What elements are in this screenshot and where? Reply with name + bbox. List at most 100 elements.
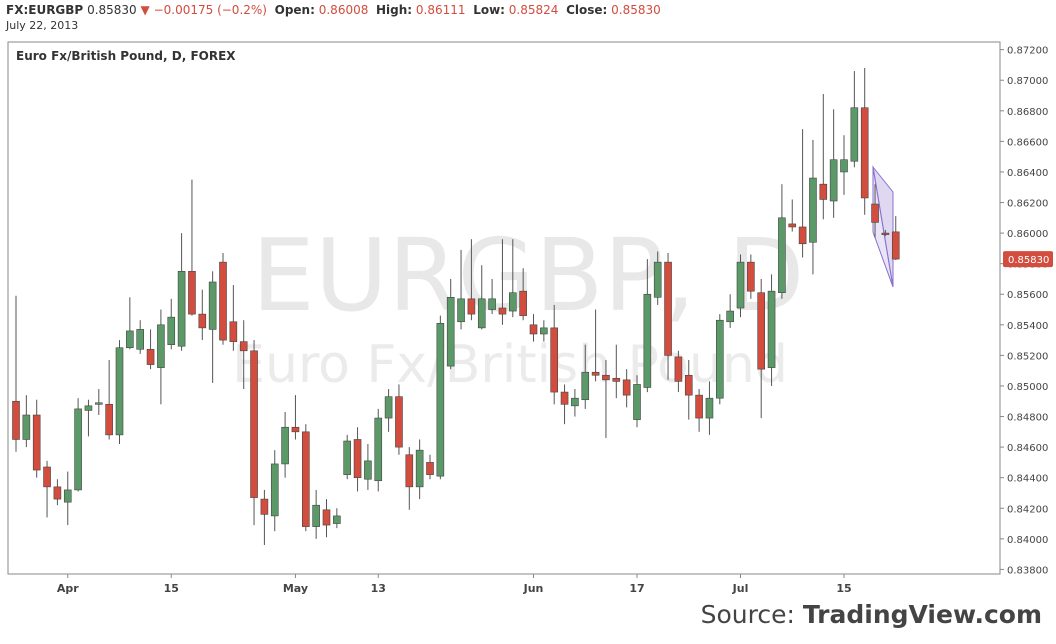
close-value: 0.85830 xyxy=(611,3,661,17)
candle-body xyxy=(374,417,383,482)
candle-body xyxy=(488,298,496,310)
y-tick-label: 0.85600 xyxy=(1007,290,1048,301)
x-tick-label: Jul xyxy=(732,582,749,595)
candle-body xyxy=(364,460,372,480)
candle-body xyxy=(860,107,869,199)
x-tick-label: 15 xyxy=(164,582,179,595)
x-tick-label: Jun xyxy=(523,582,544,595)
x-tick-label: 15 xyxy=(836,582,851,595)
candle-body xyxy=(260,498,269,515)
candle-body xyxy=(498,307,507,315)
candle-body xyxy=(457,298,465,323)
y-tick-label: 0.87200 xyxy=(1007,46,1048,57)
y-tick-label: 0.84400 xyxy=(1007,474,1048,485)
y-tick-label: 0.86200 xyxy=(1007,199,1048,210)
candle-body xyxy=(115,347,124,436)
candle-body xyxy=(405,454,414,488)
candle-body xyxy=(602,374,610,381)
candle-body xyxy=(519,290,527,316)
candle-body xyxy=(529,324,538,335)
watermark-subtitle: Euro Fx/British Pound xyxy=(232,335,788,395)
candle-body xyxy=(550,327,559,393)
candle-body xyxy=(32,414,41,471)
candle-body xyxy=(301,431,310,527)
candle-body xyxy=(219,261,227,341)
candle-body xyxy=(322,509,331,526)
candle-body xyxy=(840,159,848,173)
candle-body xyxy=(74,408,82,491)
candle-body xyxy=(747,261,755,292)
candle-body xyxy=(891,231,900,260)
candle-body xyxy=(12,400,20,440)
candle-body xyxy=(53,486,62,500)
candle-body xyxy=(136,329,144,350)
candle-body xyxy=(208,281,217,330)
open-value: 0.86008 xyxy=(318,3,369,17)
candle-body xyxy=(726,310,734,323)
candle-body xyxy=(95,402,103,405)
y-tick-label: 0.84800 xyxy=(1007,413,1048,424)
y-tick-label: 0.84600 xyxy=(1007,443,1048,454)
candle-body xyxy=(798,226,807,245)
x-tick-label: May xyxy=(283,582,308,595)
y-tick-label: 0.86400 xyxy=(1007,168,1048,179)
candle-body xyxy=(198,313,207,329)
candle-body xyxy=(715,319,724,399)
change: −0.00175 (−0.2%) xyxy=(153,3,267,17)
last-price-label: 0.85830 xyxy=(1008,255,1049,266)
y-tick-label: 0.85000 xyxy=(1007,382,1048,393)
watermark: EURGBP, D xyxy=(252,217,805,334)
candle-body xyxy=(436,322,445,477)
chart-title: Euro Fx/British Pound, D, FOREX xyxy=(16,49,236,63)
high-label: High: xyxy=(376,3,413,17)
candle-body xyxy=(477,298,486,329)
y-tick-label: 0.84200 xyxy=(1007,504,1048,515)
change-arrow: ▼ xyxy=(140,3,150,17)
candle-body xyxy=(229,321,238,342)
candle-body xyxy=(581,371,590,401)
candle-body xyxy=(540,327,548,335)
candle-body xyxy=(778,217,786,294)
y-tick-label: 0.85400 xyxy=(1007,321,1048,332)
low-value: 0.85824 xyxy=(508,3,559,17)
candle-body xyxy=(146,348,155,365)
candle-body xyxy=(757,292,766,370)
candle-body xyxy=(612,378,621,382)
x-tick-label: Apr xyxy=(57,582,79,595)
source-name: TradingView.com xyxy=(802,600,1042,629)
candle-body xyxy=(167,316,176,345)
candle-body xyxy=(353,439,362,478)
low-label: Low: xyxy=(473,3,505,17)
candle-body xyxy=(446,296,455,367)
candle-body xyxy=(829,159,838,202)
candle-body xyxy=(622,379,631,396)
candle-body xyxy=(312,504,320,527)
candle-body xyxy=(674,356,683,382)
candle-body xyxy=(250,350,258,498)
candle-body xyxy=(850,107,859,162)
source: Source: TradingView.com xyxy=(701,600,1042,629)
x-tick-label: 17 xyxy=(629,582,644,595)
candle-body xyxy=(22,414,31,440)
y-tick-label: 0.84000 xyxy=(1007,535,1048,546)
close-label: Close: xyxy=(566,3,608,17)
candle-body xyxy=(126,330,134,349)
candle-body xyxy=(105,404,113,436)
candle-body xyxy=(767,290,776,368)
candle-body xyxy=(281,426,289,465)
candle-body xyxy=(684,374,693,396)
candle-body xyxy=(508,292,517,312)
symbol: FX:EURGBP xyxy=(6,3,84,17)
source-prefix: Source: xyxy=(700,600,795,629)
candle-body xyxy=(591,371,600,376)
candle-body xyxy=(84,405,93,411)
candle-body xyxy=(571,397,579,407)
candle-body xyxy=(188,271,196,315)
candle-body xyxy=(653,261,662,298)
drawing-pattern xyxy=(872,166,894,288)
candle-body xyxy=(43,466,51,488)
y-tick-label: 0.83800 xyxy=(1007,565,1048,576)
candle-body xyxy=(395,396,403,448)
candle-body xyxy=(736,261,745,309)
